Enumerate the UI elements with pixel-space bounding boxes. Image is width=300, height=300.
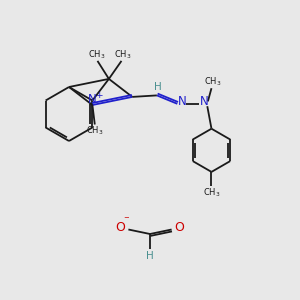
- Text: N: N: [178, 95, 187, 108]
- Text: O: O: [116, 221, 125, 234]
- Text: CH$_3$: CH$_3$: [86, 125, 104, 137]
- Text: H: H: [154, 82, 161, 92]
- Text: CH$_3$: CH$_3$: [114, 48, 131, 61]
- Text: N: N: [88, 93, 97, 106]
- Text: +: +: [95, 92, 103, 100]
- Text: $^{-}$: $^{-}$: [123, 215, 130, 225]
- Text: H: H: [146, 250, 154, 261]
- Text: N: N: [200, 95, 209, 108]
- Text: O: O: [175, 221, 184, 234]
- Text: CH$_3$: CH$_3$: [88, 48, 105, 61]
- Text: CH$_3$: CH$_3$: [204, 75, 221, 88]
- Text: CH$_3$: CH$_3$: [203, 187, 220, 199]
